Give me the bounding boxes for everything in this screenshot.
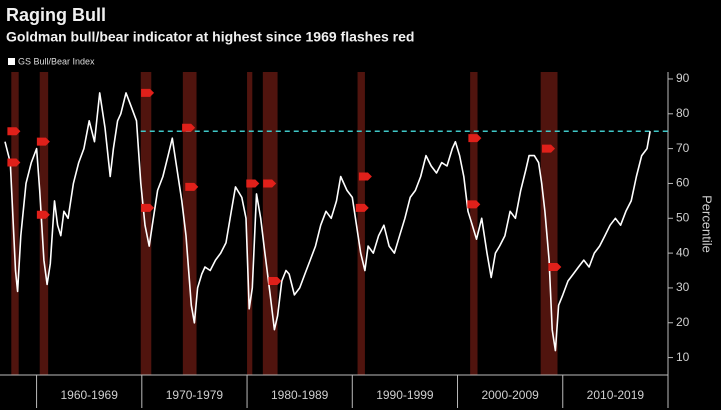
recession-band: [11, 72, 19, 375]
signal-marker: [355, 203, 369, 212]
x-period-label: 1960-1969: [60, 388, 118, 402]
recession-band: [540, 72, 558, 375]
y-tick-label: 70: [676, 141, 690, 155]
x-period-label: 1990-1999: [376, 388, 434, 402]
x-period-label: 1980-1989: [271, 388, 329, 402]
signal-marker: [542, 144, 556, 153]
signal-marker: [263, 179, 277, 188]
recession-band: [357, 72, 365, 375]
signal-marker: [36, 210, 50, 219]
y-tick-label: 50: [676, 210, 690, 224]
signal-marker: [141, 203, 155, 212]
series-line: [4, 92, 651, 352]
y-axis-title: Percentile: [700, 195, 715, 253]
recession-band: [247, 72, 253, 375]
y-tick-label: 20: [676, 315, 690, 329]
y-tick-label: 90: [676, 71, 690, 85]
y-tick-label: 10: [676, 350, 690, 364]
signal-marker: [548, 263, 562, 272]
y-tick-label: 30: [676, 280, 690, 294]
recession-band: [140, 72, 152, 375]
legend-label: GS Bull/Bear Index: [18, 56, 95, 66]
signal-marker: [7, 158, 21, 167]
signal-marker: [246, 179, 260, 188]
recession-band: [39, 72, 49, 375]
signal-marker: [468, 134, 482, 143]
recession-band: [262, 72, 278, 375]
x-period-label: 2010-2019: [587, 388, 645, 402]
legend-swatch: [8, 58, 15, 65]
y-tick-label: 60: [676, 176, 690, 190]
chart-subtitle: Goldman bull/bear indicator at highest s…: [6, 29, 414, 45]
chart-title: Raging Bull: [6, 5, 106, 25]
signal-marker: [268, 276, 282, 285]
recession-band: [182, 72, 197, 375]
x-period-label: 2000-2009: [481, 388, 539, 402]
signal-marker: [185, 182, 199, 191]
signal-marker: [7, 127, 21, 136]
signal-marker: [467, 200, 481, 209]
signal-marker: [36, 137, 50, 146]
signal-marker: [141, 88, 155, 97]
y-tick-label: 40: [676, 245, 690, 259]
signal-marker: [358, 172, 372, 181]
y-tick-label: 80: [676, 106, 690, 120]
signal-marker: [182, 123, 196, 132]
x-period-label: 1970-1979: [166, 388, 224, 402]
recession-band: [470, 72, 478, 375]
